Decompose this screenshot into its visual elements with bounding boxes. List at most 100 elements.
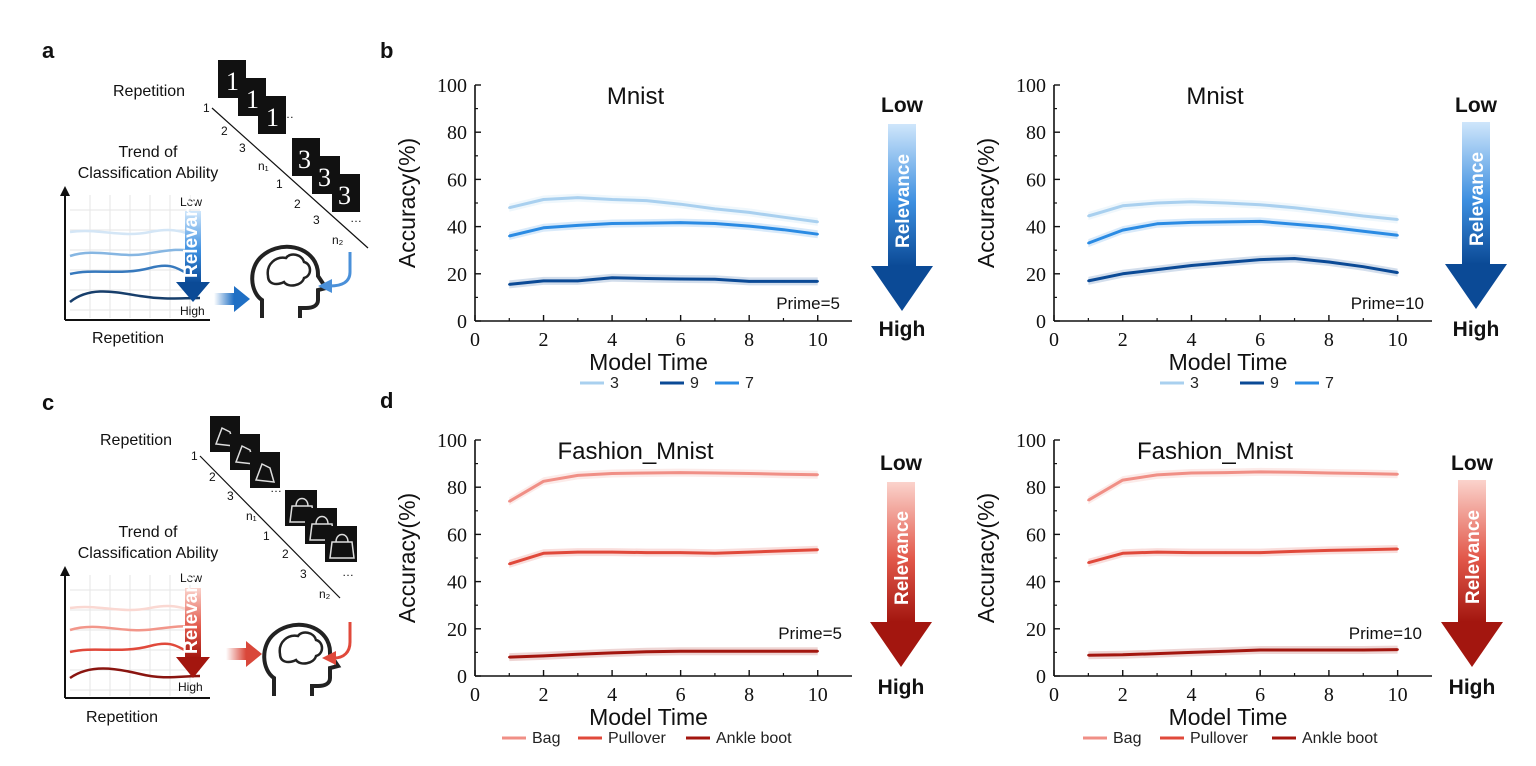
data-point [713,207,717,211]
chart-title: Mnist [1186,83,1244,110]
data-point [1362,548,1365,551]
data-point [1087,241,1090,245]
data-point [1258,470,1262,474]
trend-title-line2: Classification Ability [78,545,219,562]
series-line [1088,257,1398,283]
y-tick-label: 40 [447,572,467,594]
y-tick-label: 20 [1026,619,1046,641]
data-point [542,198,545,201]
schematic-a-repetition: Repetition [113,83,185,100]
data-point [1258,551,1262,554]
series-band [509,273,818,289]
data-point [1293,648,1296,652]
x-tick-label: 0 [470,329,480,351]
data-point [1190,551,1193,554]
data-point [1121,272,1124,275]
data-point [1258,648,1262,652]
data-point [1293,206,1296,209]
x-tick-label: 8 [744,329,754,351]
y-tick-label: 20 [447,264,467,286]
head-to-plot-arrow [214,293,234,305]
seq-index: 1 [191,449,198,463]
digit-glyph: 1 [266,103,279,132]
high-label: High [1449,676,1496,699]
data-point [1190,651,1193,654]
data-point [508,283,511,286]
x-axis-label: Model Time [1169,704,1288,730]
data-point [679,650,682,653]
trend-curve [69,625,201,632]
data-point [1293,550,1296,553]
head-to-plot-arrow [226,648,246,660]
data-point [1155,268,1159,271]
data-point [1396,473,1399,476]
data-point [816,473,819,476]
series-band [1088,197,1398,224]
data-point [1327,260,1331,264]
x-tick-label: 2 [1118,329,1128,351]
data-point [1155,473,1159,477]
schematic-c: Repetition 1 2 3 n₁ 1 2 3 n₂ … … Trend o… [60,416,357,726]
panel-label-a: a [42,38,55,63]
seq-index: n₂ [319,587,331,601]
data-point [1121,204,1124,208]
trend-title-line1: Trend of [119,144,179,161]
data-point [1224,201,1228,205]
data-point [508,206,511,209]
x-tick-label: 8 [1324,329,1334,351]
trend-curve [69,248,201,258]
data-point [1087,279,1090,283]
data-point [782,549,785,553]
data-point [1087,654,1090,657]
high-label: High [879,318,926,341]
data-point [816,220,819,224]
data-point [1224,471,1228,474]
trend-curve [69,290,201,303]
y-axis-label: Accuracy(%) [973,138,999,268]
seq-dots: … [350,211,362,225]
series-line [1088,648,1398,657]
y-tick-label: 60 [1026,524,1046,546]
data-point [1327,549,1331,552]
panel-label-d: d [380,388,393,413]
sequence-line [199,455,341,599]
x-tick-label: 4 [1186,329,1196,351]
data-point [713,552,717,555]
relevance-label: Relevance [892,511,913,605]
data-point [713,222,717,225]
seq-index: 3 [227,489,234,503]
trend-x-label: Repetition [86,709,158,726]
x-tick-label: 2 [539,684,549,706]
data-point [645,199,648,202]
data-point [1155,201,1159,205]
arrowhead-icon [871,266,933,311]
series-band [509,193,818,226]
series-line [1088,547,1398,565]
data-point [1121,478,1124,482]
small-relevance-arrow [185,588,201,658]
seq-dots: … [342,565,354,579]
relevance-label: Relevance [1463,510,1484,604]
legend-label: 3 [610,375,619,392]
data-point [645,650,648,653]
data-point [1362,648,1365,652]
x-tick-label: 2 [539,329,549,351]
data-point [1396,547,1399,551]
seq-index: n₁ [258,159,269,173]
high-label: High [1453,318,1500,341]
x-tick-label: 6 [1255,329,1265,351]
series-line [508,471,818,503]
x-tick-label: 10 [808,684,828,706]
seq-index: 1 [276,177,283,191]
data-point [1293,471,1296,474]
y-tick-label: 0 [1036,666,1046,688]
seq-index: 3 [239,141,246,155]
digit-glyph: 3 [298,145,311,174]
y-tick-label: 0 [457,311,467,333]
seq-index: 2 [294,197,301,211]
series-line [1087,200,1398,221]
series-line [509,649,818,659]
legend-label: Bag [532,730,560,747]
